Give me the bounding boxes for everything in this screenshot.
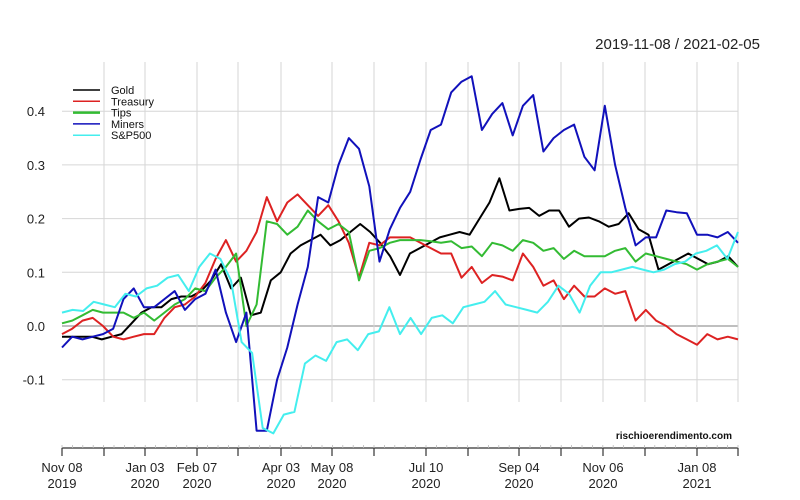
y-tick-label: 0.4 [27,104,45,119]
y-tick-label: 0.0 [27,319,45,334]
x-tick-year: 2019 [48,476,77,491]
y-axis: -0.1 0.0 0.1 0.2 0.3 0.4 [23,104,45,388]
series-line-sp500 [61,231,739,435]
series-lines [61,75,739,435]
x-tick-year: 2020 [589,476,618,491]
x-tick-label: May 08 [311,460,354,475]
x-tick-year: 2020 [505,476,534,491]
x-tick-label: Sep 04 [498,460,539,475]
x-tick-year: 2020 [318,476,347,491]
y-tick-label: 0.1 [27,265,45,280]
x-tick-year: 2021 [683,476,712,491]
x-tick-label: Jul 10 [409,460,444,475]
y-tick-label: -0.1 [23,373,45,388]
x-tick-label: Feb 07 [177,460,217,475]
grid-lines [62,62,739,402]
x-tick-year: 2020 [131,476,160,491]
y-tick-label: 0.2 [27,212,45,227]
series-line-tips [61,209,739,327]
x-tick-label: Nov 08 [41,460,82,475]
x-tick-label: Apr 03 [262,460,300,475]
x-tick-year: 2020 [183,476,212,491]
series-line-treasury [61,193,739,346]
legend-label: Gold [111,85,134,97]
x-tick-label: Jan 03 [125,460,164,475]
series-line-gold [62,177,739,341]
x-tick-label: Jan 08 [677,460,716,475]
x-tick-year: 2020 [267,476,296,491]
x-tick-year: 2020 [412,476,441,491]
date-range-label: 2019-11-08 / 2021-02-05 [595,36,760,53]
y-tick-label: 0.3 [27,158,45,173]
series-line-miners [61,75,739,432]
legend-label: Tips [111,108,132,120]
legend-label: S&P500 [111,130,151,142]
legend-label: Treasury [111,96,154,108]
watermark: rischioerendimento.com [616,431,732,442]
legend-label: Miners [111,119,145,131]
x-tick-label: Nov 06 [582,460,623,475]
